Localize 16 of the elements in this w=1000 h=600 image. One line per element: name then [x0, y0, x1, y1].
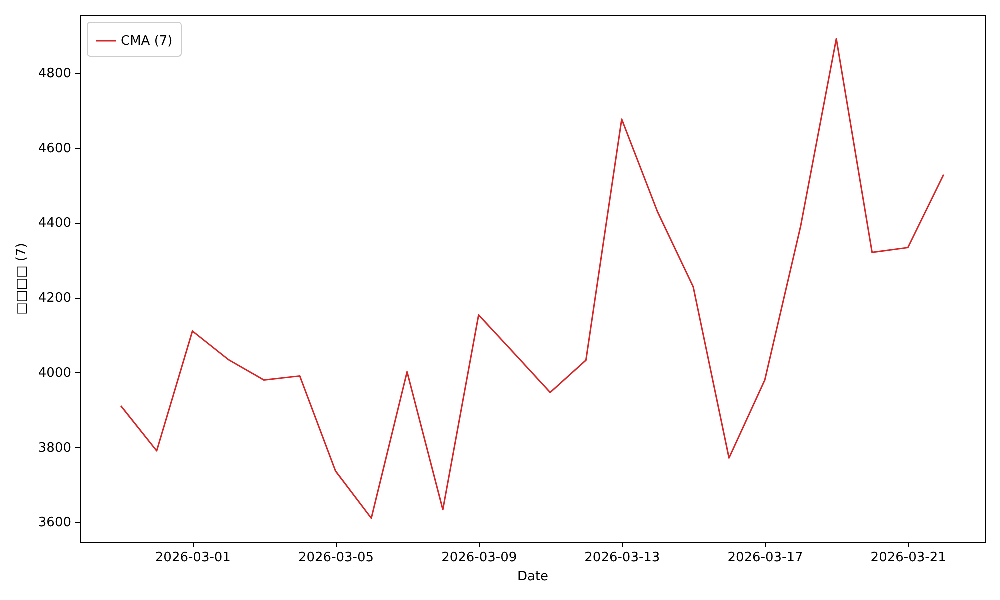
x-axis-title: Date [517, 570, 549, 584]
x-tick-label: 2026-03-13 [584, 550, 660, 566]
legend-label: CMA (7) [121, 34, 173, 49]
y-tick-label: 4200 [38, 291, 72, 306]
y-tick-label: 4600 [38, 141, 72, 156]
x-tick-label: 2026-03-17 [728, 550, 804, 566]
x-tick-label: 2026-03-05 [298, 550, 374, 566]
x-tick-label: 2026-03-09 [442, 550, 518, 566]
x-tick-label: 2026-03-21 [870, 550, 946, 566]
y-tick-label: 4000 [38, 366, 72, 381]
y-tick-label: 3800 [38, 440, 72, 456]
y-tick-label: 4800 [38, 66, 72, 82]
y-tick-label: 3600 [38, 516, 72, 531]
y-axis-title: □□□□ (7) [14, 243, 30, 315]
y-tick-label: 4400 [38, 216, 72, 232]
x-tick-label: 2026-03-01 [155, 550, 231, 566]
